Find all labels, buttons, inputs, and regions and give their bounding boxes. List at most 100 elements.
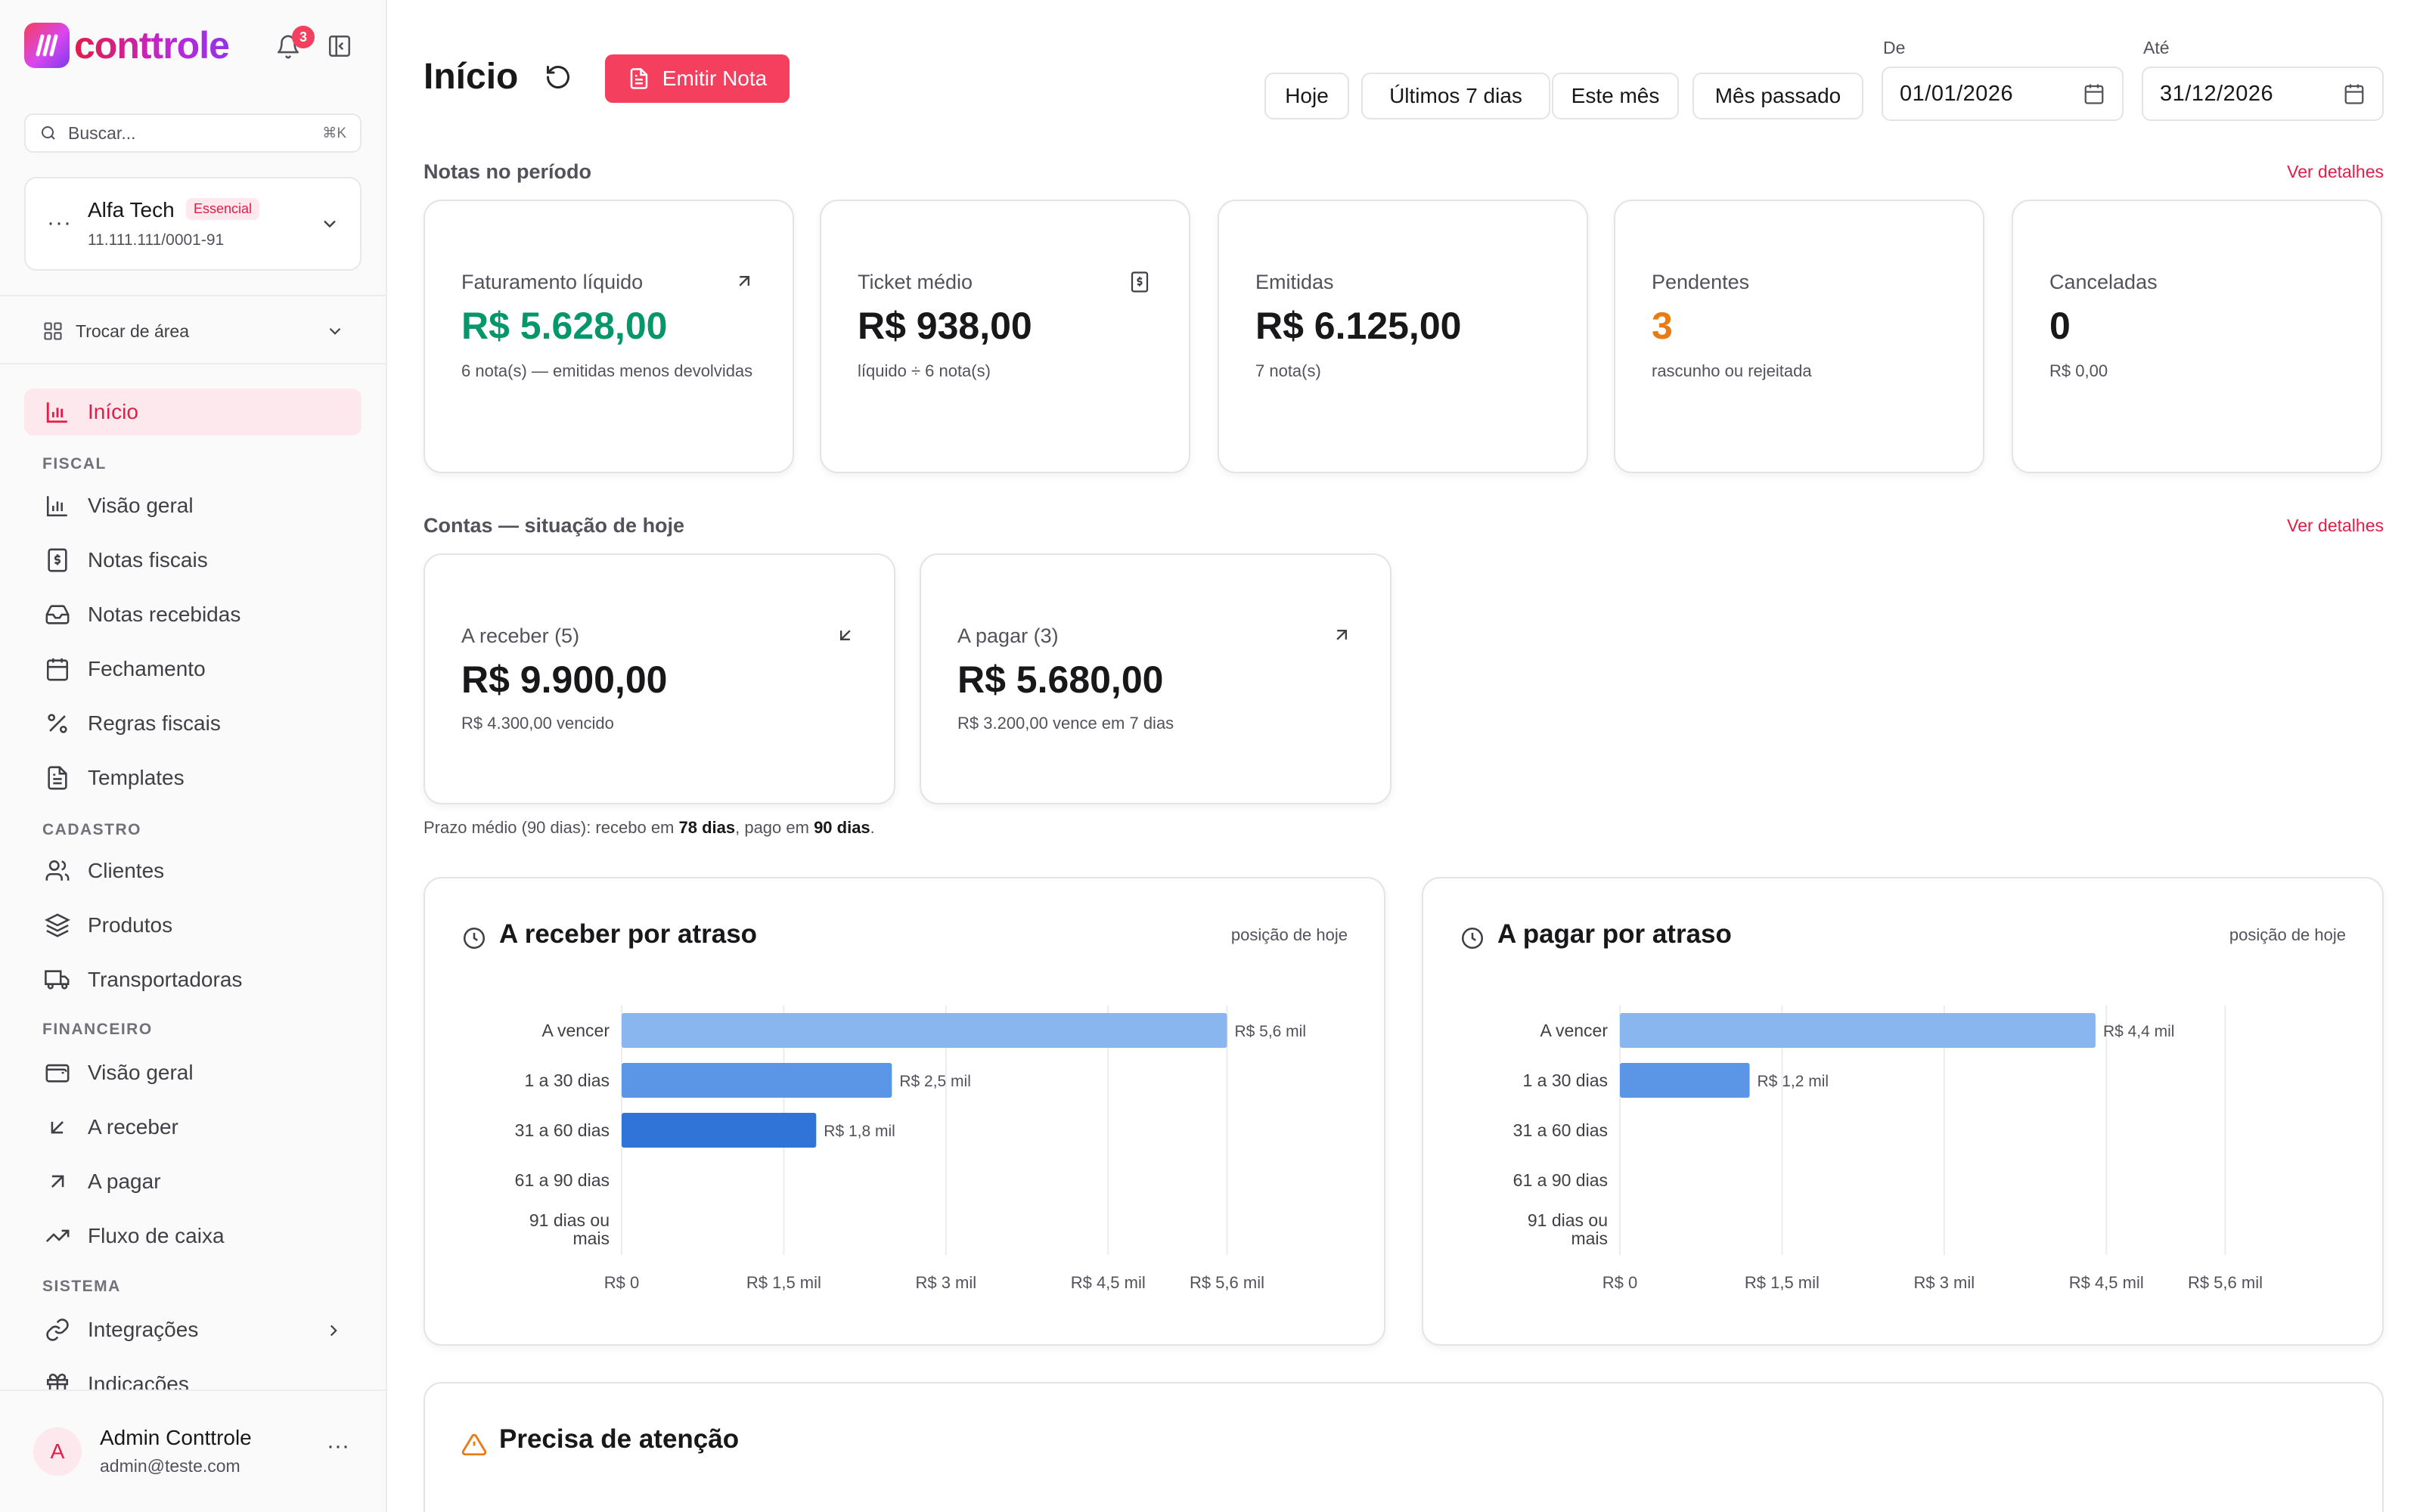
date-to-value: 31/12/2026	[2160, 81, 2274, 106]
wallet-icon	[42, 1058, 73, 1088]
notas-section-title: Notas no período	[424, 160, 591, 183]
company-dots-icon: ···	[47, 210, 72, 235]
range-7-days-button[interactable]: Últimos 7 dias	[1361, 73, 1550, 119]
avatar: A	[33, 1427, 82, 1476]
date-to-input[interactable]: 31/12/2026	[2142, 67, 2384, 121]
sidebar-item-cash-flow[interactable]: Fluxo de caixa	[24, 1213, 361, 1259]
file-text-icon	[42, 763, 73, 793]
y-tick-label: A vencer	[1540, 1021, 1609, 1040]
area-switch-button[interactable]: Trocar de área	[42, 316, 345, 346]
truck-icon	[42, 965, 73, 995]
arrow-down-left-icon	[840, 630, 851, 640]
sidebar-item-invoices[interactable]: Notas fiscais	[24, 537, 361, 584]
payables-card[interactable]: A pagar (3) R$ 5.680,00 R$ 3.200,00 venc…	[920, 553, 1392, 804]
sidebar-item-payables[interactable]: A pagar	[24, 1158, 361, 1205]
arrow-up-right-icon	[739, 276, 749, 287]
sidebar-item-fiscal-overview[interactable]: Visão geral	[24, 482, 361, 529]
kpi-subtitle: líquido ÷ 6 nota(s)	[858, 361, 991, 380]
kpi-card-cancelled[interactable]: Canceladas 0 R$ 0,00	[2012, 200, 2382, 473]
range-today-button[interactable]: Hoje	[1264, 73, 1349, 119]
trending-up-icon	[42, 1221, 73, 1251]
x-tick-label: R$ 3 mil	[1913, 1273, 1975, 1292]
x-tick-label: R$ 1,5 mil	[1745, 1273, 1820, 1292]
company-selector[interactable]: ··· Alfa Tech Essencial 11.111.111/0001-…	[24, 177, 361, 271]
emit-invoice-button[interactable]: Emitir Nota	[605, 54, 790, 103]
y-tick-label: A vencer	[542, 1021, 610, 1040]
x-tick-label: R$ 5,6 mil	[2188, 1273, 2263, 1292]
bar-value-label: R$ 4,4 mil	[2103, 1023, 2175, 1040]
sidebar-item-closing[interactable]: Fechamento	[24, 646, 361, 692]
x-tick-label: R$ 0	[604, 1273, 639, 1292]
kpi-subtitle: 7 nota(s)	[1255, 361, 1321, 380]
user-name: Admin Conttrole	[100, 1426, 252, 1449]
kpi-value: R$ 5.628,00	[461, 305, 668, 347]
sidebar-item-products[interactable]: Produtos	[24, 902, 361, 949]
sidebar-item-tax-rules[interactable]: Regras fiscais	[24, 700, 361, 747]
kpi-value: 0	[2049, 305, 2071, 347]
payables-subtitle: R$ 3.200,00 vence em 7 dias	[957, 714, 1174, 733]
kpi-title: Ticket médio	[858, 271, 973, 293]
range-this-month-button[interactable]: Este mês	[1552, 73, 1679, 119]
contas-details-link[interactable]: Ver detalhes	[2287, 516, 2384, 535]
link-icon	[42, 1315, 73, 1345]
more-options-icon[interactable]: ···	[327, 1433, 349, 1458]
prazo-pagar: 90 dias	[814, 818, 870, 837]
emit-invoice-label: Emitir Nota	[662, 67, 768, 90]
y-tick-label: 61 a 90 dias	[1513, 1170, 1608, 1190]
sidebar-item-clients[interactable]: Clientes	[24, 847, 361, 894]
brand[interactable]: conttrole	[24, 23, 230, 68]
search-placeholder: Buscar...	[68, 122, 136, 143]
refresh-icon	[547, 66, 569, 89]
kpi-title: Emitidas	[1255, 271, 1334, 293]
sidebar-divider	[0, 295, 386, 296]
prazo-receber: 78 dias	[678, 818, 736, 837]
chevron-down-icon	[329, 327, 341, 335]
kpi-card-pending[interactable]: Pendentes 3 rascunho ou rejeitada	[1614, 200, 1984, 473]
brand-name: conttrole	[74, 24, 230, 67]
kpi-card-issued[interactable]: Emitidas R$ 6.125,00 7 nota(s)	[1218, 200, 1588, 473]
sidebar-item-templates[interactable]: Templates	[24, 754, 361, 801]
collapse-sidebar-button[interactable]	[327, 33, 354, 60]
sidebar-item-receivables[interactable]: A receber	[24, 1104, 361, 1151]
y-tick-label: mais	[572, 1228, 610, 1248]
sidebar-item-received-invoices[interactable]: Notas recebidas	[24, 591, 361, 638]
arrow-up-right-icon	[1336, 630, 1347, 640]
receivables-card[interactable]: A receber (5) R$ 9.900,00 R$ 4.300,00 ve…	[424, 553, 895, 804]
search-input[interactable]: Buscar... ⌘K	[24, 113, 361, 153]
kpi-card-net-revenue[interactable]: Faturamento líquido R$ 5.628,00 6 nota(s…	[424, 200, 794, 473]
receivables-subtitle: R$ 4.300,00 vencido	[461, 714, 614, 733]
kpi-title: Canceladas	[2049, 271, 2158, 293]
kpi-subtitle: 6 nota(s) — emitidas menos devolvidas	[461, 361, 753, 380]
x-tick-label: R$ 1,5 mil	[746, 1273, 821, 1292]
sidebar-item-carriers[interactable]: Transportadoras	[24, 956, 361, 1003]
sidebar-item-finance-overview[interactable]: Visão geral	[24, 1049, 361, 1096]
x-tick-label: R$ 0	[1602, 1273, 1637, 1292]
sidebar-item-label: Produtos	[88, 913, 173, 937]
refresh-button[interactable]	[544, 64, 575, 94]
kpi-title: Faturamento líquido	[461, 271, 644, 293]
notas-details-link[interactable]: Ver detalhes	[2287, 162, 2384, 181]
chart-plot: R$ 0 R$ 1,5 mil R$ 3 mil R$ 4,5 mil R$ 5,6 m…	[515, 1005, 1306, 1292]
bell-icon	[277, 35, 299, 59]
payables-title: A pagar (3)	[957, 624, 1059, 647]
search-shortcut: ⌘K	[322, 125, 346, 141]
notification-count-badge: 3	[292, 26, 315, 48]
sidebar-item-integrations[interactable]: Integrações	[24, 1306, 361, 1353]
sidebar-item-label: Início	[88, 400, 138, 423]
bar-value-label: R$ 1,2 mil	[1758, 1073, 1829, 1090]
sidebar-item-home[interactable]: Início	[24, 389, 361, 435]
chart-subtitle: posição de hoje	[1230, 925, 1348, 944]
sidebar-item-label: Clientes	[88, 859, 165, 882]
notifications-button[interactable]: 3	[275, 26, 315, 64]
bar	[622, 1113, 817, 1148]
user-profile[interactable]: A Admin Conttrole admin@teste.com ···	[0, 1390, 386, 1512]
arrow-down-left-icon	[42, 1112, 73, 1142]
range-last-month-button[interactable]: Mês passado	[1692, 73, 1863, 119]
date-from-input[interactable]: 01/01/2026	[1882, 67, 2124, 121]
kpi-card-average-ticket[interactable]: Ticket médio R$ 938,00 líquido ÷ 6 nota(…	[820, 200, 1190, 473]
sidebar-item-label: Notas recebidas	[88, 603, 241, 626]
date-to-label: Até	[2143, 38, 2170, 57]
sidebar-item-label: Notas fiscais	[88, 548, 208, 572]
sidebar-item-label: Transportadoras	[88, 968, 243, 991]
sidebar-item-label: Visão geral	[88, 1061, 194, 1084]
